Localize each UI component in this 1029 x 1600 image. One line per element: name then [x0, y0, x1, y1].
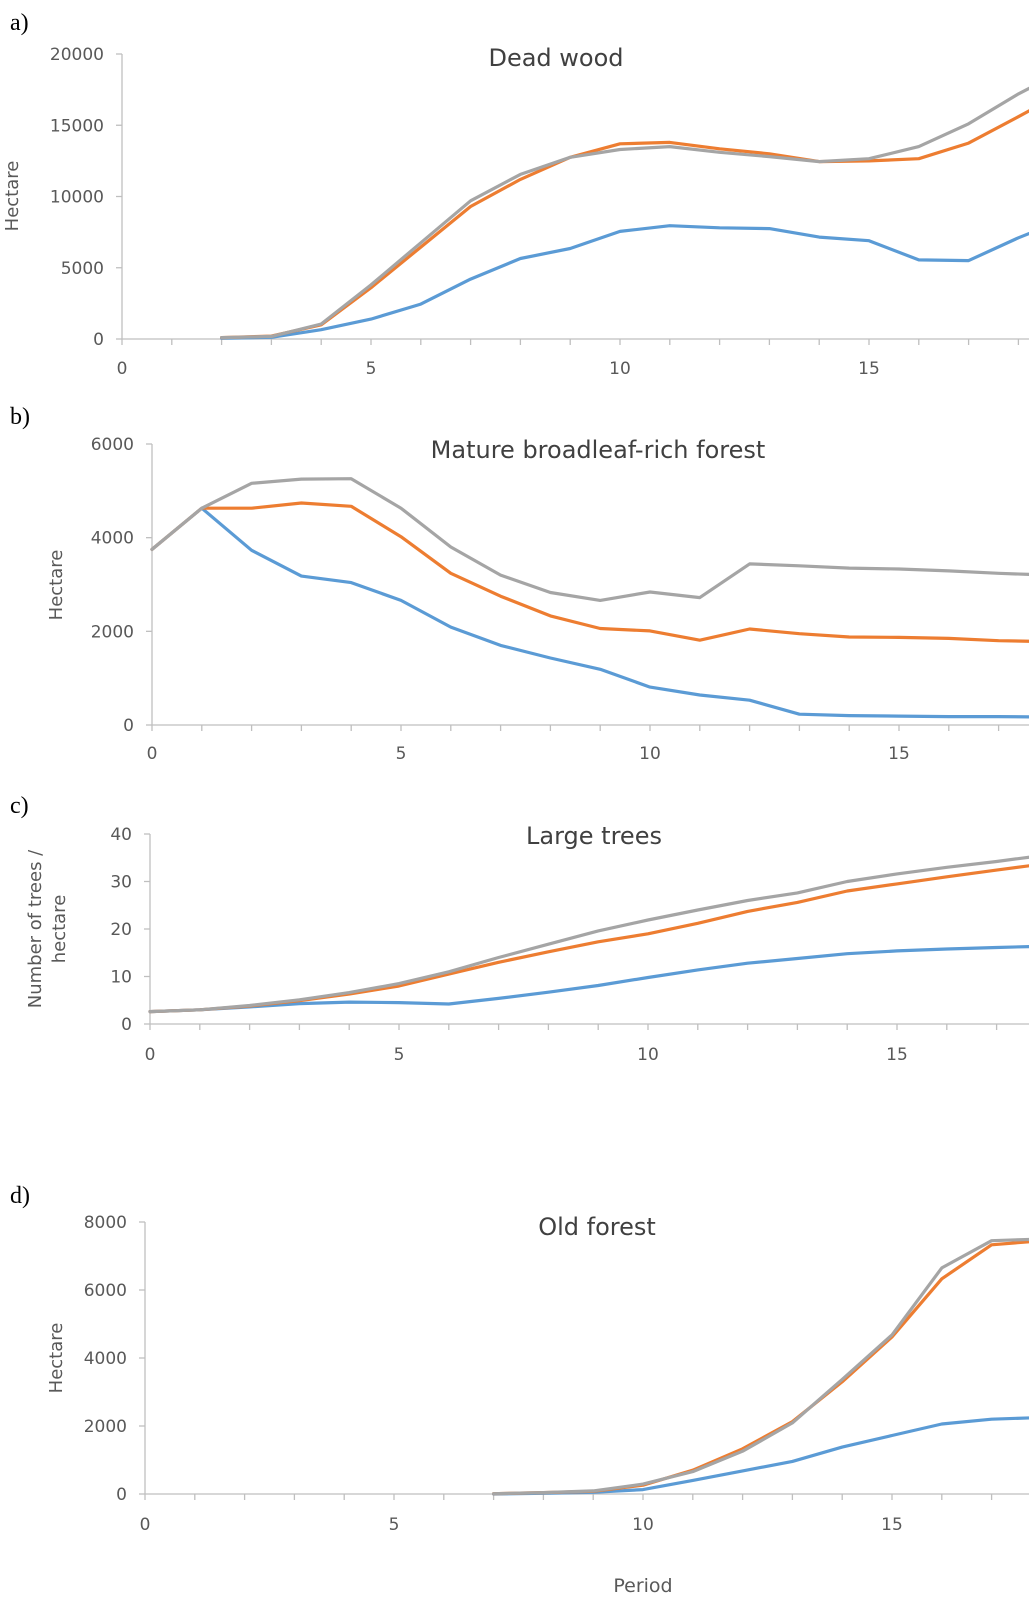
x-tick-label: 5 [396, 744, 407, 764]
panel-letter: a) [10, 10, 29, 36]
y-tick-label: 30 [110, 873, 132, 893]
x-tick-label: 15 [858, 359, 880, 379]
y-axis-label: Hectare [46, 550, 67, 621]
x-tick-label: 5 [366, 359, 377, 379]
x-tick-label: 10 [632, 1515, 654, 1535]
y-tick-label: 0 [116, 1485, 127, 1505]
panel-letter: b) [10, 404, 30, 430]
y-tick-label: 2000 [91, 622, 134, 642]
series-line-1 [150, 506, 1029, 719]
x-tick-label: 15 [888, 744, 910, 764]
y-tick-label: 10000 [50, 188, 104, 208]
y-tick-label: 0 [121, 1015, 132, 1035]
y-tick-label: 20000 [50, 45, 104, 65]
y-tick-label: 0 [93, 330, 104, 350]
y-axis-label: Number of trees / hectare [25, 849, 70, 1008]
y-tick-label: 8000 [84, 1213, 127, 1233]
x-tick-label: 0 [147, 744, 158, 764]
y-axis-label: Hectare [2, 161, 23, 232]
series-line-3 [148, 855, 1029, 1014]
chart-mature-broadleaf-rich-forest: b) Mature broadleaf-rich forest 0 2000 4000 6… [10, 404, 1029, 764]
y-tick-label: 0 [123, 716, 134, 736]
series-line-1 [492, 1416, 1029, 1496]
y-tick-label: 6000 [84, 1281, 127, 1301]
chart-dead-wood: a) Dead wood 0 5000 10000 15000 20000 0 5 10 15 Hec… [2, 10, 1029, 379]
y-tick-label: 10 [110, 968, 132, 988]
chart-title: Mature broadleaf-rich forest [431, 436, 766, 464]
series-line-3 [492, 1237, 1029, 1496]
y-tick-label: 5000 [61, 259, 104, 279]
chart-large-trees: c) Large trees 0 10 20 30 40 0 5 10 15 Number of tr… [10, 793, 1029, 1065]
x-tick-label: 0 [140, 1515, 151, 1535]
chart-title: Dead wood [488, 44, 623, 72]
y-tick-label: 4000 [91, 529, 134, 549]
x-tick-label: 5 [389, 1515, 400, 1535]
chart-title: Large trees [526, 822, 662, 850]
series-line-2 [150, 501, 1029, 643]
y-tick-label: 15000 [50, 116, 104, 136]
y-tick-label: 20 [110, 920, 132, 940]
series-line-3 [150, 477, 1029, 603]
series-line-1 [220, 224, 1029, 340]
x-tick-label: 10 [637, 1045, 659, 1065]
x-tick-label: 15 [886, 1045, 908, 1065]
x-tick-label: 10 [639, 744, 661, 764]
x-axis-label: Period [613, 1575, 672, 1597]
y-tick-label: 40 [110, 825, 132, 845]
chart-old-forest: d) Old forest 0 2000 4000 6000 8000 0 5 10 15 Hecta… [10, 1183, 1029, 1597]
y-tick-label: 2000 [84, 1417, 127, 1437]
x-tick-label: 15 [881, 1515, 903, 1535]
series-line-1 [148, 944, 1029, 1014]
chart-title: Old forest [538, 1213, 656, 1241]
y-tick-label: 6000 [91, 435, 134, 455]
series-line-2 [220, 109, 1029, 340]
x-tick-label: 0 [145, 1045, 156, 1065]
panel-letter: d) [10, 1183, 30, 1209]
x-tick-label: 5 [394, 1045, 405, 1065]
y-tick-label: 4000 [84, 1349, 127, 1369]
panel-letter: c) [10, 793, 29, 819]
series-line-3 [220, 86, 1029, 340]
y-axis-label: Hectare [46, 1323, 67, 1394]
x-tick-label: 10 [609, 359, 631, 379]
x-tick-label: 0 [117, 359, 128, 379]
series-line-2 [492, 1240, 1029, 1496]
